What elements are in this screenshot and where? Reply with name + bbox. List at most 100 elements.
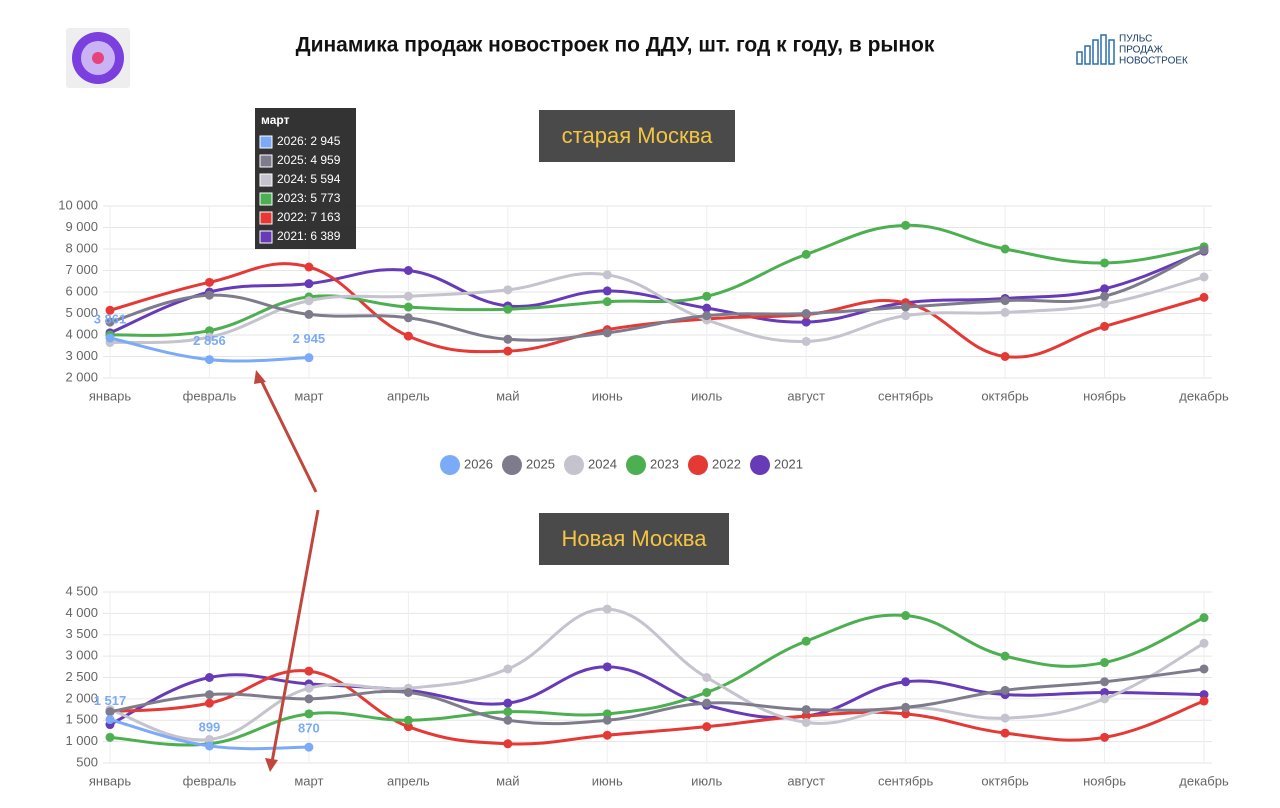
x-tick-label: февраль <box>183 388 237 403</box>
y-tick-label: 3 000 <box>65 348 98 363</box>
data-point <box>304 353 314 363</box>
data-point <box>801 309 811 318</box>
title-box <box>539 513 729 565</box>
data-point <box>901 302 911 312</box>
data-point <box>1199 690 1209 700</box>
data-point <box>1199 664 1209 674</box>
data-point <box>204 326 214 336</box>
y-tick-label: 10 000 <box>58 197 98 212</box>
data-point <box>801 636 811 646</box>
data-point <box>304 296 314 306</box>
data-point <box>1100 299 1110 309</box>
x-tick-label: май <box>496 388 519 403</box>
data-point <box>304 666 314 676</box>
x-tick-label: март <box>294 773 323 788</box>
y-tick-label: 1 000 <box>65 733 98 748</box>
data-point <box>1100 694 1110 704</box>
data-point <box>602 662 612 672</box>
data-point <box>403 313 413 323</box>
x-tick-label: февраль <box>183 773 237 788</box>
data-point <box>1199 696 1209 706</box>
data-point <box>105 317 115 327</box>
data-point <box>1199 245 1209 255</box>
data-point <box>1100 687 1110 697</box>
page-title: Динамика продаж новостроек по ДДУ, шт. г… <box>296 34 935 57</box>
y-tick-label: 7 000 <box>65 262 98 277</box>
data-point <box>403 266 413 275</box>
x-tick-label: октябрь <box>981 773 1029 788</box>
tooltip-swatch <box>259 135 273 149</box>
data-point <box>304 742 314 752</box>
legend: 2026 2025 2024 2023 2022 2021 <box>440 455 803 475</box>
data-point <box>403 302 413 312</box>
x-tick-label: май <box>496 773 519 788</box>
y-tick-label: 2 000 <box>65 690 98 705</box>
data-point <box>1000 244 1010 254</box>
data-point <box>1199 638 1209 648</box>
data-point <box>1199 292 1209 302</box>
data-point <box>503 715 513 725</box>
tooltip-title: март <box>261 113 290 127</box>
tooltip-swatch <box>259 173 273 187</box>
x-tick-label: декабрь <box>1179 388 1229 403</box>
x-tick-label: июль <box>691 773 722 788</box>
data-label: 870 <box>298 721 320 736</box>
data-point <box>503 304 513 314</box>
data-point <box>702 687 712 697</box>
data-point <box>602 604 612 614</box>
series-line <box>109 223 1205 337</box>
legend-label: 2022 <box>712 456 741 471</box>
tooltip-item: 2026: 2 945 <box>277 134 341 148</box>
data-point <box>503 334 513 344</box>
data-label: 2 856 <box>193 333 226 348</box>
data-point <box>1000 352 1010 361</box>
data-point <box>204 698 214 708</box>
tooltip-item: 2023: 5 773 <box>277 191 341 205</box>
x-tick-label: август <box>787 388 825 403</box>
data-point <box>1199 613 1209 623</box>
data-point <box>602 715 612 725</box>
data-point <box>602 286 612 296</box>
x-tick-label: сентябрь <box>878 773 934 788</box>
tooltip-item: 2021: 6 389 <box>277 229 341 243</box>
charts: 2 000 3 000 4 000 5 000 6 000 7 000 8 000 9 000… <box>58 197 1229 788</box>
data-point <box>204 290 214 300</box>
data-point <box>403 291 413 301</box>
y-tick-label: 4 000 <box>65 605 98 620</box>
data-point <box>801 249 811 259</box>
legend-label: 2021 <box>774 456 803 471</box>
data-point <box>602 297 612 307</box>
data-point <box>503 707 513 717</box>
data-point <box>801 705 811 715</box>
x-tick-label: декабрь <box>1179 773 1229 788</box>
data-point <box>204 690 214 700</box>
data-point <box>801 336 811 346</box>
tooltip-item: 2022: 7 163 <box>277 210 341 224</box>
data-point <box>1000 651 1010 661</box>
data-label: 3 861 <box>94 311 127 326</box>
data-point <box>304 309 314 319</box>
data-point <box>1100 321 1110 331</box>
data-point <box>403 722 413 732</box>
data-point <box>403 331 413 341</box>
data-point <box>503 285 513 295</box>
y-tick-label: 500 <box>76 754 98 769</box>
title-box <box>539 110 735 162</box>
data-point <box>105 732 115 742</box>
series-line <box>109 249 1205 335</box>
x-tick-label: июнь <box>592 773 623 788</box>
data-point <box>503 698 513 708</box>
legend-label: 2026 <box>464 456 493 471</box>
data-point <box>602 328 612 338</box>
data-point <box>204 734 214 744</box>
data-point <box>503 664 513 674</box>
y-tick-label: 1 500 <box>65 712 98 727</box>
legend-swatch <box>626 455 646 475</box>
series-line <box>109 669 1205 746</box>
arrow <box>254 370 320 772</box>
data-point <box>105 305 115 315</box>
y-tick-label: 5 000 <box>65 305 98 320</box>
data-label: 2 945 <box>293 331 326 346</box>
x-tick-label: сентябрь <box>878 388 934 403</box>
tooltip-swatch <box>259 154 273 168</box>
